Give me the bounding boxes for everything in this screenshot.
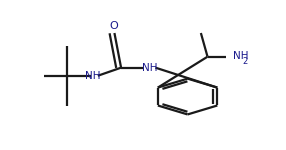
Text: 2: 2 <box>242 57 248 66</box>
Text: NH: NH <box>142 63 158 73</box>
Text: O: O <box>109 21 118 31</box>
Text: NH: NH <box>233 51 249 61</box>
Text: NH: NH <box>85 71 100 81</box>
